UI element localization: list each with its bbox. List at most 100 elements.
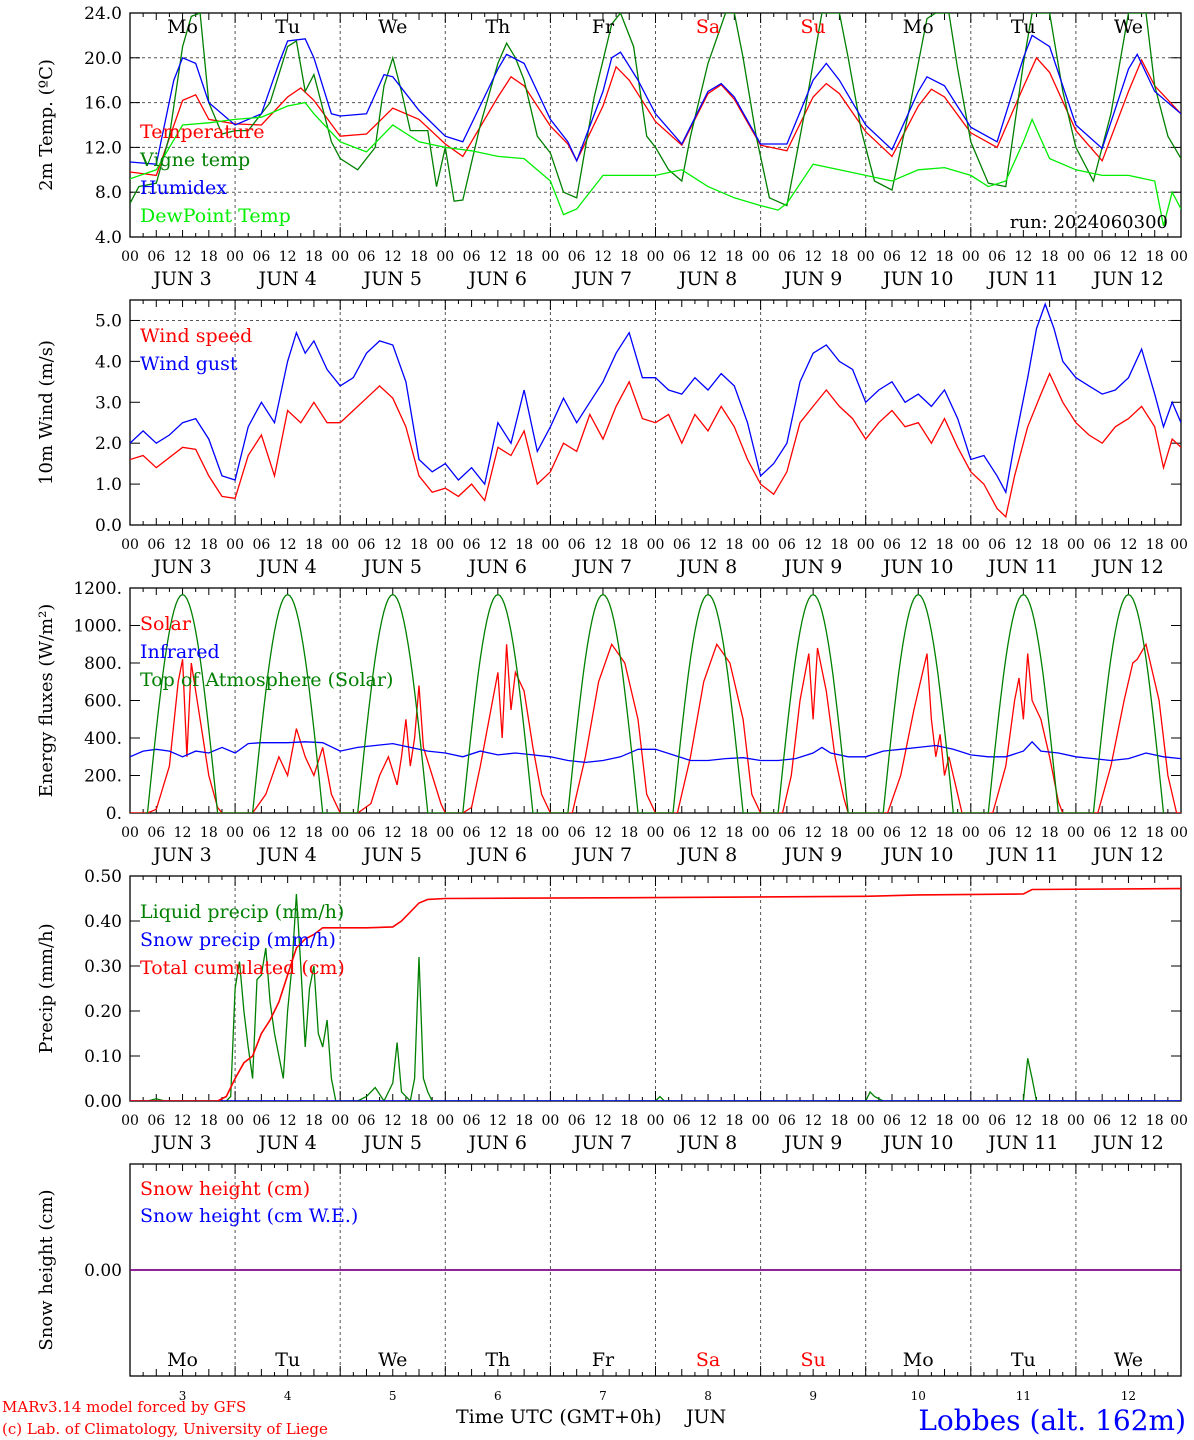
hour-tick-label: 12 xyxy=(384,249,402,265)
hour-tick-label: 18 xyxy=(620,825,638,841)
date-label: JUN 8 xyxy=(677,844,737,866)
hour-tick-label: 00 xyxy=(962,537,980,553)
day-name-bottom: Fr xyxy=(592,1349,615,1371)
hour-tick-label: 00 xyxy=(331,1113,349,1129)
y-tick-label: 0.00 xyxy=(84,1092,122,1112)
hour-tick-label: 06 xyxy=(1093,1113,1111,1129)
panel-2: 0.0 1.0 2.0 3.0 4.0 5.0 10m Wind (m/s) Wind spe… xyxy=(36,299,1188,578)
hour-tick-label: 06 xyxy=(673,825,691,841)
hour-tick-label: 12 xyxy=(1014,537,1032,553)
hour-tick-label: 06 xyxy=(1093,249,1111,265)
day-name-bottom: Tu xyxy=(275,1349,300,1371)
lab-credit: (c) Lab. of Climatology, University of L… xyxy=(2,1420,328,1438)
hour-tick-label: 18 xyxy=(936,825,954,841)
y-tick-label: 0.10 xyxy=(84,1047,122,1067)
hour-tick-label: 06 xyxy=(883,249,901,265)
hour-tick-label: 12 xyxy=(804,249,822,265)
day-number-label: 4 xyxy=(284,1389,292,1403)
hour-tick-label: 18 xyxy=(831,249,849,265)
series-group xyxy=(130,887,1181,1101)
hour-tick-label: 00 xyxy=(541,249,559,265)
hour-tick-label: 00 xyxy=(331,825,349,841)
day-name-top: Mo xyxy=(167,16,198,38)
plot-frame xyxy=(129,587,1182,814)
hour-tick-label: 12 xyxy=(279,249,297,265)
day-number-label: 6 xyxy=(494,1389,502,1403)
hour-tick-label: 06 xyxy=(778,249,796,265)
hour-tick-label: 18 xyxy=(936,1113,954,1129)
hour-tick-label: 12 xyxy=(699,825,717,841)
y-tick-label: 0.20 xyxy=(84,1002,122,1022)
y-tick-label: 0.50 xyxy=(84,867,122,887)
hour-tick-label: 12 xyxy=(804,1113,822,1129)
date-label: JUN 10 xyxy=(881,556,953,578)
hour-tick-label: 06 xyxy=(463,249,481,265)
hour-tick-label: 00 xyxy=(436,825,454,841)
hour-tick-label: 18 xyxy=(725,249,743,265)
y-axis-label: 10m Wind (m/s) xyxy=(36,340,57,485)
hour-tick-label: 18 xyxy=(200,249,218,265)
y-tick-label: 600. xyxy=(84,692,122,712)
legend-entry: Liquid precip (mm/h) xyxy=(140,901,344,923)
run-label: run: 2024060300 xyxy=(1010,212,1168,233)
legend-entry: Snow height (cm W.E.) xyxy=(140,1205,358,1227)
day-name-top: Su xyxy=(801,16,826,38)
hour-tick-label: 00 xyxy=(1067,249,1085,265)
hour-tick-label: 12 xyxy=(489,1113,507,1129)
date-label: JUN 11 xyxy=(986,1132,1058,1154)
hour-tick-label: 06 xyxy=(1093,537,1111,553)
date-label: JUN 5 xyxy=(362,268,422,290)
hour-tick-label: 06 xyxy=(252,825,270,841)
hour-tick-label: 18 xyxy=(725,1113,743,1129)
legend-entry: Top of Atmosphere (Solar) xyxy=(140,669,393,691)
day-name-top: We xyxy=(1114,16,1143,38)
hour-tick-label: 12 xyxy=(909,1113,927,1129)
hour-tick-label: 06 xyxy=(673,249,691,265)
date-label: JUN 4 xyxy=(256,556,316,578)
model-credit: MARv3.14 model forced by GFS xyxy=(2,1398,246,1416)
hour-tick-label: 00 xyxy=(541,1113,559,1129)
date-label: JUN 3 xyxy=(151,556,211,578)
day-name-bottom: Sa xyxy=(696,1349,720,1371)
date-label: JUN 4 xyxy=(256,844,316,866)
hour-tick-label: 06 xyxy=(883,825,901,841)
hour-tick-label: 06 xyxy=(673,537,691,553)
hour-tick-label: 18 xyxy=(620,249,638,265)
hour-tick-label: 00 xyxy=(647,825,665,841)
date-label: JUN 3 xyxy=(151,844,211,866)
hour-tick-label: 06 xyxy=(252,537,270,553)
hour-tick-label: 18 xyxy=(620,1113,638,1129)
y-tick-label: 400. xyxy=(84,729,122,749)
series-line-dewpoint-temp xyxy=(130,101,1181,226)
date-label: JUN 8 xyxy=(677,268,737,290)
hour-tick-label: 00 xyxy=(647,249,665,265)
legend-entry: Infrared xyxy=(140,641,220,663)
hour-tick-label: 18 xyxy=(1041,249,1059,265)
series-line-wind-gust xyxy=(130,302,1181,495)
date-label: JUN 8 xyxy=(677,1132,737,1154)
hour-tick-label: 12 xyxy=(1014,249,1032,265)
hour-tick-label: 00 xyxy=(857,249,875,265)
y-tick-label: 8.0 xyxy=(95,183,122,203)
y-tick-label: 5.0 xyxy=(95,311,122,331)
hour-tick-label: 06 xyxy=(778,1113,796,1129)
hour-tick-label: 18 xyxy=(936,537,954,553)
hour-tick-label: 00 xyxy=(752,1113,770,1129)
date-label: JUN 9 xyxy=(782,844,842,866)
hour-tick-label: 00 xyxy=(121,1113,139,1129)
hour-tick-label: 12 xyxy=(279,537,297,553)
date-label: JUN 6 xyxy=(467,844,527,866)
day-name-top: Fr xyxy=(592,16,615,38)
hour-tick-label: 06 xyxy=(568,537,586,553)
date-label: JUN 6 xyxy=(467,1132,527,1154)
hour-tick-label: 18 xyxy=(305,249,323,265)
y-tick-label: 16.0 xyxy=(84,94,122,114)
legend-entry: Temperature xyxy=(140,121,264,143)
hour-tick-label: 12 xyxy=(1120,537,1138,553)
footer: MARv3.14 model forced by GFS (c) Lab. of… xyxy=(2,1398,1186,1438)
y-tick-label: 0.40 xyxy=(84,912,122,932)
hour-tick-label: 06 xyxy=(147,825,165,841)
hour-tick-label: 18 xyxy=(200,1113,218,1129)
hour-tick-label: 00 xyxy=(331,537,349,553)
